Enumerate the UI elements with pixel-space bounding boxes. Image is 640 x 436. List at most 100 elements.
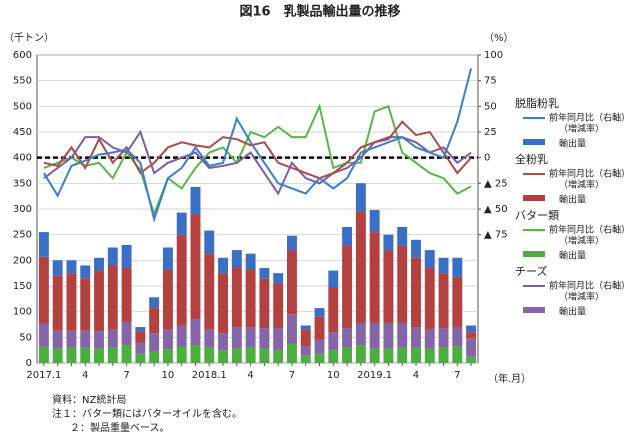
legend-label: 前年同月比（右軸）	[549, 224, 630, 236]
y-tick-label: 150	[13, 281, 32, 292]
bar	[383, 322, 394, 349]
bar	[107, 247, 118, 266]
x-tick-label: 2017.1	[26, 370, 61, 381]
bar	[369, 322, 380, 349]
x-tick-label: 4	[82, 370, 88, 381]
bar	[121, 244, 132, 269]
bar	[424, 250, 435, 269]
legend-label: 輸出量	[559, 194, 586, 206]
bar	[397, 245, 408, 323]
bar	[342, 347, 353, 363]
bar	[149, 308, 160, 334]
x-tick-label: 7	[123, 370, 129, 381]
bar	[411, 347, 421, 363]
y-tick-label: 450	[13, 127, 32, 138]
bar	[190, 319, 201, 346]
bar	[383, 234, 394, 251]
bar	[162, 247, 173, 270]
bar	[218, 350, 229, 363]
bar	[438, 347, 449, 363]
legend-group: 全粉乳	[515, 152, 548, 166]
bar	[204, 347, 215, 363]
bar	[342, 226, 353, 246]
bar	[80, 347, 91, 363]
x-tick-label: 4	[247, 370, 253, 381]
bar	[369, 232, 380, 323]
line	[43, 103, 472, 218]
bar	[176, 212, 187, 235]
bar	[204, 230, 215, 254]
x-axis-label: （年.月）	[488, 372, 531, 385]
y-tick-label: 400	[13, 153, 32, 164]
y2-tick-label: ▲ 50	[484, 204, 508, 215]
note: ２：製品重量ベース。	[70, 421, 170, 434]
bar	[383, 348, 394, 363]
bar	[94, 331, 104, 349]
line	[43, 68, 473, 223]
y2-tick-label: 100	[484, 50, 503, 61]
bar	[452, 257, 463, 277]
bar	[245, 269, 256, 328]
bar	[411, 257, 421, 328]
bar	[176, 234, 187, 326]
y2-tick-label: ▲ 75	[484, 230, 508, 241]
x-tick-label: 10	[162, 370, 175, 381]
legend-label: （増減率）	[559, 291, 604, 303]
bar	[135, 327, 146, 332]
x-tick-label: 7	[289, 370, 295, 381]
bar	[121, 268, 132, 322]
bar	[231, 348, 242, 363]
y-tick-label: 500	[13, 101, 32, 112]
y2-tick-label: 50	[484, 101, 497, 112]
bar	[66, 273, 77, 331]
bar	[176, 325, 187, 347]
bar	[411, 239, 421, 258]
bar	[38, 323, 49, 347]
x-tick-label: 10	[327, 370, 340, 381]
bar	[452, 327, 463, 347]
bar	[397, 322, 408, 348]
bar	[218, 333, 229, 351]
bar	[80, 278, 91, 331]
bar	[94, 270, 104, 332]
y-tick-label: 250	[13, 230, 32, 241]
bar	[383, 250, 394, 323]
bar	[300, 346, 311, 356]
bar	[314, 339, 325, 354]
bar	[176, 346, 187, 363]
legend-swatch	[523, 251, 545, 257]
legend-group: バター類	[515, 209, 559, 222]
bar	[286, 235, 297, 251]
bar	[342, 328, 353, 348]
bar	[38, 346, 49, 363]
bar	[38, 256, 49, 324]
chart-title: 図16 乳製品輸出量の推移	[239, 4, 400, 20]
bar	[259, 348, 270, 363]
y-tick-label: 200	[13, 255, 32, 266]
bar	[286, 250, 297, 315]
bar	[397, 226, 408, 246]
y-axis-label: （千トン）	[4, 32, 54, 44]
y-tick-label: 100	[13, 307, 32, 318]
bar	[355, 345, 366, 363]
legend-swatch	[523, 139, 545, 145]
legend-swatch	[523, 195, 545, 201]
bar	[121, 345, 132, 363]
bar	[94, 348, 104, 363]
bar	[314, 316, 325, 340]
bar	[314, 353, 325, 363]
legend-label: 輸出量	[559, 250, 586, 262]
legend-label: （増減率）	[559, 235, 604, 247]
bar	[204, 329, 215, 348]
legend-label: 前年同月比（右軸）	[549, 280, 630, 292]
x-tick-label: 4	[413, 370, 419, 381]
legend-label: （増減率）	[559, 123, 604, 135]
line	[43, 120, 472, 180]
y-tick-label: 0	[26, 358, 32, 369]
bar	[107, 347, 118, 363]
bar	[369, 348, 380, 363]
bar	[424, 268, 435, 330]
bar	[300, 329, 311, 347]
bar	[107, 265, 118, 330]
